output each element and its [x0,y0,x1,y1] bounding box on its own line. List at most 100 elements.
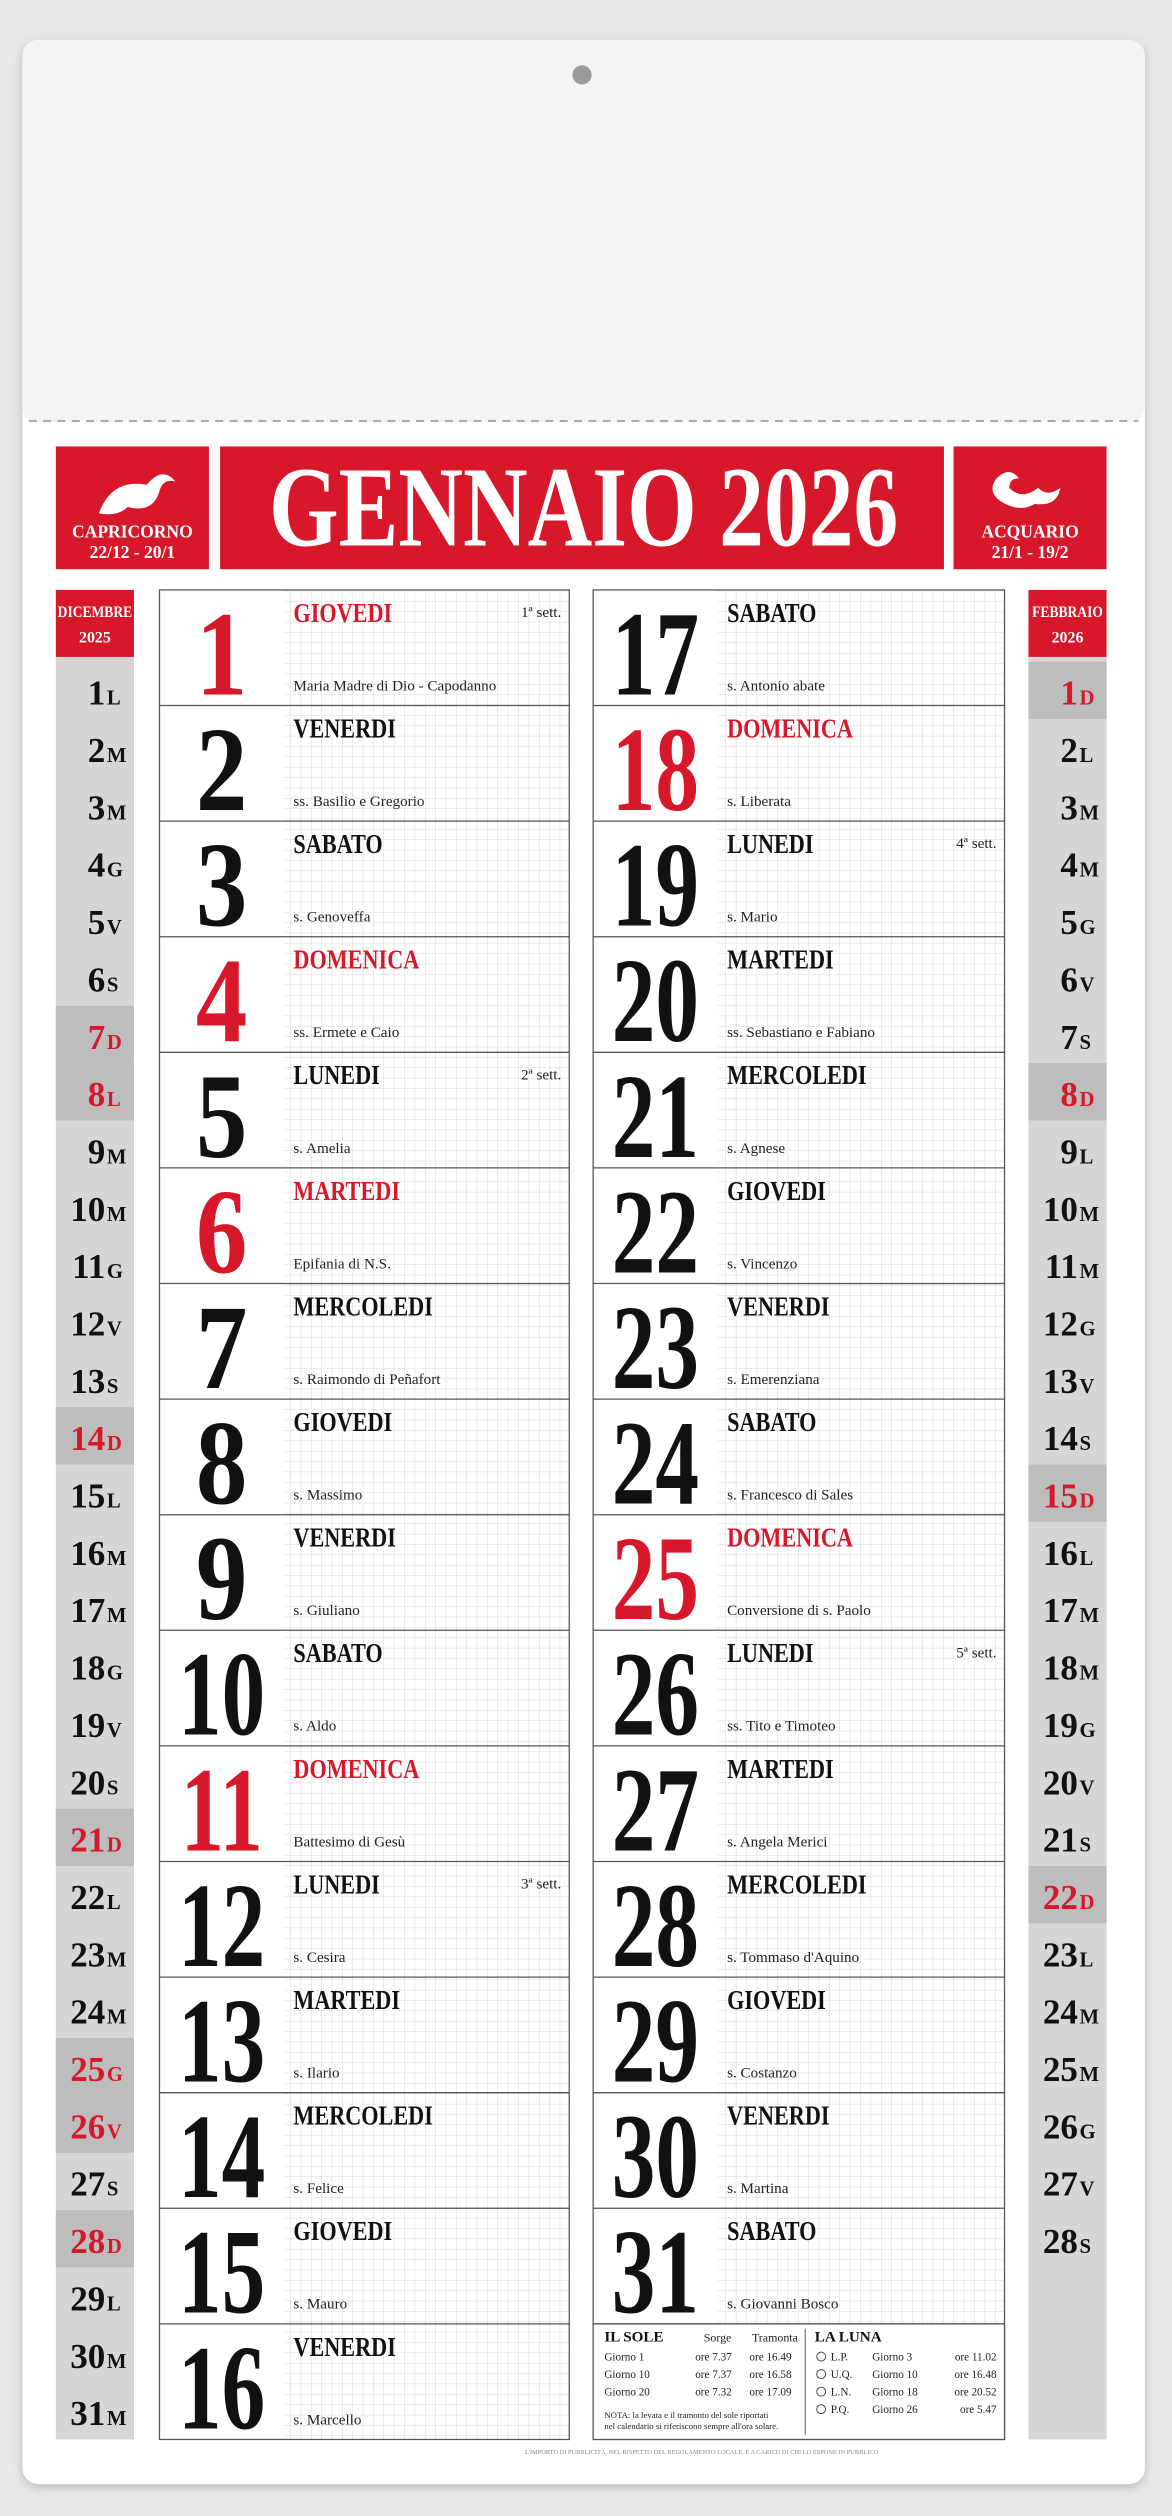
moon-title: LA LUNA [815,2329,882,2345]
side-day: 1 [88,674,106,713]
day-number: 7 [196,1281,247,1415]
side-day: 5 [1060,903,1078,942]
side-day: 11 [1045,1247,1078,1286]
weekday: LUNEDI [293,1870,379,1900]
side-letter: M [107,1548,127,1570]
day-number: 8 [196,1397,247,1531]
side-letter: L [107,1089,121,1111]
moon-time: ore 20.52 [954,2387,996,2399]
side-letter: G [107,2064,123,2086]
sun-day: Giorno 10 [604,2369,650,2381]
weekday: VENERDI [293,1524,395,1554]
side-day: 20 [70,1763,105,1802]
saint: s. Ilario [293,2066,339,2082]
holiday-row [1028,661,1107,720]
side-day: 7 [1060,1018,1078,1057]
weekday: VENERDI [293,714,395,744]
side-day: 13 [1043,1362,1078,1401]
holiday-row [55,1808,134,1866]
side-letter: M [1079,1261,1099,1283]
day-number: 14 [178,2089,265,2223]
side-letter: D [1079,688,1094,710]
side-day: 23 [70,1935,105,1974]
day-number: 6 [196,1166,247,1300]
side-day: 19 [70,1706,105,1745]
weekday: LUNEDI [293,1061,379,1091]
saint: s. Genoveffa [293,910,370,926]
saint: s. Agnese [727,1141,785,1157]
side-day: 21 [1043,1821,1078,1860]
side-letter: S [107,2179,119,2201]
sun-header: Tramonta [752,2330,799,2344]
side-day: 13 [70,1362,105,1401]
day-number: 23 [612,1280,699,1414]
weekday: MERCOLEDI [293,2102,432,2132]
side-day: 14 [1043,1419,1078,1458]
side-letter: M [1079,1663,1099,1685]
weekday: GIOVEDI [293,2217,392,2247]
day-number: 28 [612,1858,699,1992]
weekday: DOMENICA [727,1524,853,1554]
moon-phase: L.N. [831,2387,852,2399]
day-number: 2 [196,703,247,837]
side-letter: L [1079,1146,1093,1168]
side-day: 9 [88,1132,106,1171]
weekday: MARTEDI [727,1755,834,1785]
day-number: 9 [196,1512,247,1646]
moon-time: ore 11.02 [955,2352,997,2364]
sun-set: ore 16.49 [749,2352,792,2364]
sun-note: nel calendario si riferiscono sempre all… [604,2421,778,2431]
info-box [592,2323,1006,2441]
side-day: 10 [1043,1190,1078,1229]
side-day: 3 [88,788,106,827]
moon-phase-icon [816,2351,827,2362]
saint: ss. Ermete e Caio [293,1025,399,1041]
day-number: 21 [612,1049,699,1183]
side-day: 14 [70,1419,105,1458]
weekday: SABATO [727,1408,816,1438]
saint: s. Francesco di Sales [727,1488,853,1504]
side-letter: M [107,1146,127,1168]
sun-rise: ore 7.32 [695,2387,732,2399]
top-flap [22,39,1145,423]
sign-dates: 21/1 - 19/2 [992,542,1069,562]
side-letter: S [1079,2236,1091,2258]
side-letter: L [1079,1548,1093,1570]
side-letter: G [107,1261,123,1283]
weekday: VENERDI [293,2333,395,2363]
side-letter: S [107,1777,119,1799]
side-day: 9 [1060,1132,1078,1171]
saint: s. Antonio abate [727,678,825,694]
weekday: GIOVEDI [727,1986,826,2016]
holiday-row [1028,1464,1107,1522]
side-letter: L [1079,745,1093,767]
side-letter: M [1079,860,1099,882]
weekday: MARTEDI [293,1986,400,2016]
side-day: 28 [1043,2222,1078,2261]
saint: s. Massimo [293,1488,362,1504]
side-letter: S [1079,1032,1091,1054]
side-day: 24 [1043,1993,1078,2032]
side-day: 22 [70,1878,105,1917]
saint: s. Marcello [293,2412,361,2428]
weekday: LUNEDI [727,830,813,860]
side-letter: L [107,1892,121,1914]
holiday-row [1028,1063,1107,1121]
side-day: 29 [70,2279,105,2318]
weekday: VENERDI [727,2102,829,2132]
side-day: 21 [70,1821,105,1860]
sun-set: ore 17.09 [749,2387,792,2399]
day-number: 5 [196,1050,247,1184]
day-number: 1 [196,588,247,722]
side-letter: D [1079,1491,1094,1513]
side-year: 2025 [79,630,111,647]
side-letter: V [107,917,122,939]
holiday-row [55,2210,134,2268]
side-year: 2026 [1052,630,1084,647]
sun-header: Sorge [704,2330,732,2344]
saint: s. Felice [293,2181,344,2197]
side-month: DICEMBRE [58,604,133,621]
side-day: 26 [1043,2107,1078,2146]
side-letter: M [107,2408,127,2430]
